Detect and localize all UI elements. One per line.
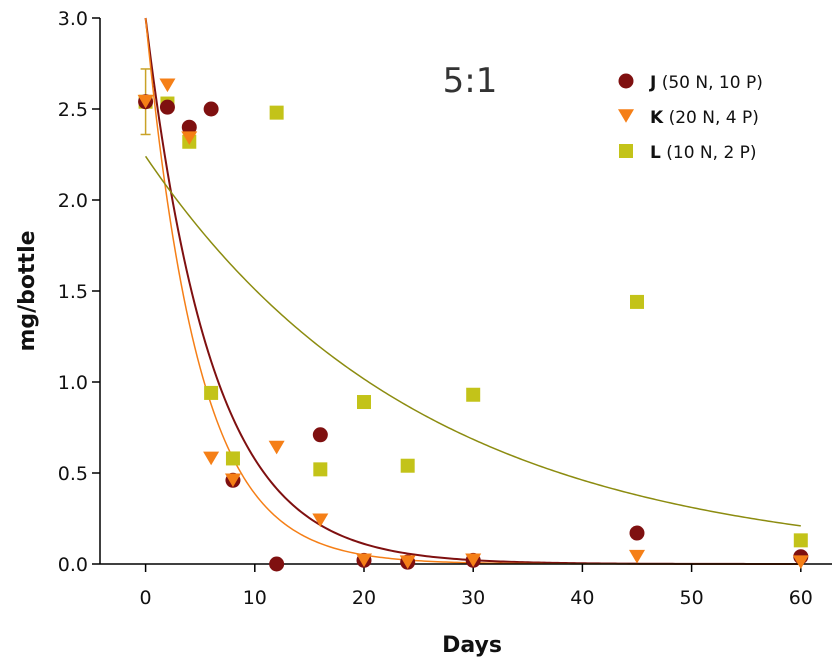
- legend-label-K: K (20 N, 4 P): [650, 108, 759, 128]
- data-point-J: [629, 525, 645, 541]
- x-tick-label: 10: [243, 587, 267, 609]
- y-tick-label: 1.0: [58, 372, 88, 394]
- legend-label-bold: J: [649, 73, 656, 93]
- data-point-L: [313, 462, 328, 477]
- y-ticks: 0.0 0.5 1.0 1.5 2.0 2.5 3.0: [58, 8, 100, 576]
- legend-marker-J: [618, 73, 634, 89]
- legend-marker-K: [618, 109, 634, 123]
- x-tick-label: 0: [140, 587, 152, 609]
- data-point-K: [203, 451, 220, 466]
- data-point-L: [225, 451, 240, 466]
- legend-label-bold: K: [650, 108, 664, 128]
- data-point-L: [793, 533, 808, 548]
- data-point-K: [399, 555, 416, 569]
- x-tick-label: 40: [570, 587, 594, 609]
- data-point-L: [466, 387, 481, 402]
- x-ticks: 0 10 20 30 40 50 60: [140, 564, 813, 609]
- data-point-K: [159, 78, 176, 93]
- data-point-J: [312, 427, 328, 443]
- data-point-K: [356, 553, 372, 568]
- legend-label-detail: (10 N, 2 P): [661, 143, 757, 163]
- x-tick-label: 60: [789, 587, 813, 609]
- data-point-J: [203, 101, 219, 117]
- y-tick-label: 0.5: [58, 463, 88, 485]
- legend-label-J: J (50 N, 10 P): [649, 73, 763, 93]
- y-tick-label: 2.5: [58, 99, 88, 121]
- data-point-K: [312, 513, 329, 528]
- legend-label-L: L (10 N, 2 P): [650, 143, 757, 163]
- x-tick-label: 20: [352, 587, 376, 609]
- data-point-L: [269, 105, 284, 120]
- data-point-L: [400, 458, 415, 473]
- data-point-K: [465, 553, 482, 568]
- y-axis-title: mg/bottle: [15, 230, 40, 351]
- data-point-J: [269, 556, 285, 572]
- y-tick-label: 3.0: [58, 8, 88, 30]
- y-tick-label: 1.5: [58, 281, 88, 303]
- data-points: [137, 78, 809, 572]
- data-point-L: [204, 385, 219, 400]
- data-point-L: [357, 395, 371, 410]
- data-point-K: [224, 473, 241, 488]
- fit-curve-L: [144, 155, 801, 527]
- data-point-K: [792, 555, 809, 569]
- data-point-J: [159, 99, 175, 115]
- y-tick-label: 0.0: [58, 554, 88, 576]
- legend-label-detail: (50 N, 10 P): [656, 73, 763, 93]
- data-point-K: [268, 440, 285, 455]
- x-axis-title: Days: [442, 633, 502, 658]
- ratio-annotation: 5:1: [443, 61, 498, 101]
- legend-marker-L: [619, 144, 633, 158]
- x-tick-label: 30: [461, 587, 485, 609]
- x-tick-label: 50: [680, 587, 704, 609]
- data-point-K: [629, 549, 645, 564]
- legend-label-bold: L: [650, 143, 661, 163]
- data-point-K: [181, 131, 198, 145]
- legend-label-detail: (20 N, 4 P): [663, 108, 759, 128]
- data-point-L: [630, 294, 644, 309]
- data-point-K: [137, 94, 154, 109]
- legend: J (50 N, 10 P)K (20 N, 4 P)L (10 N, 2 P): [618, 73, 763, 163]
- data-point-J: [181, 119, 197, 135]
- y-tick-label: 2.0: [58, 190, 88, 212]
